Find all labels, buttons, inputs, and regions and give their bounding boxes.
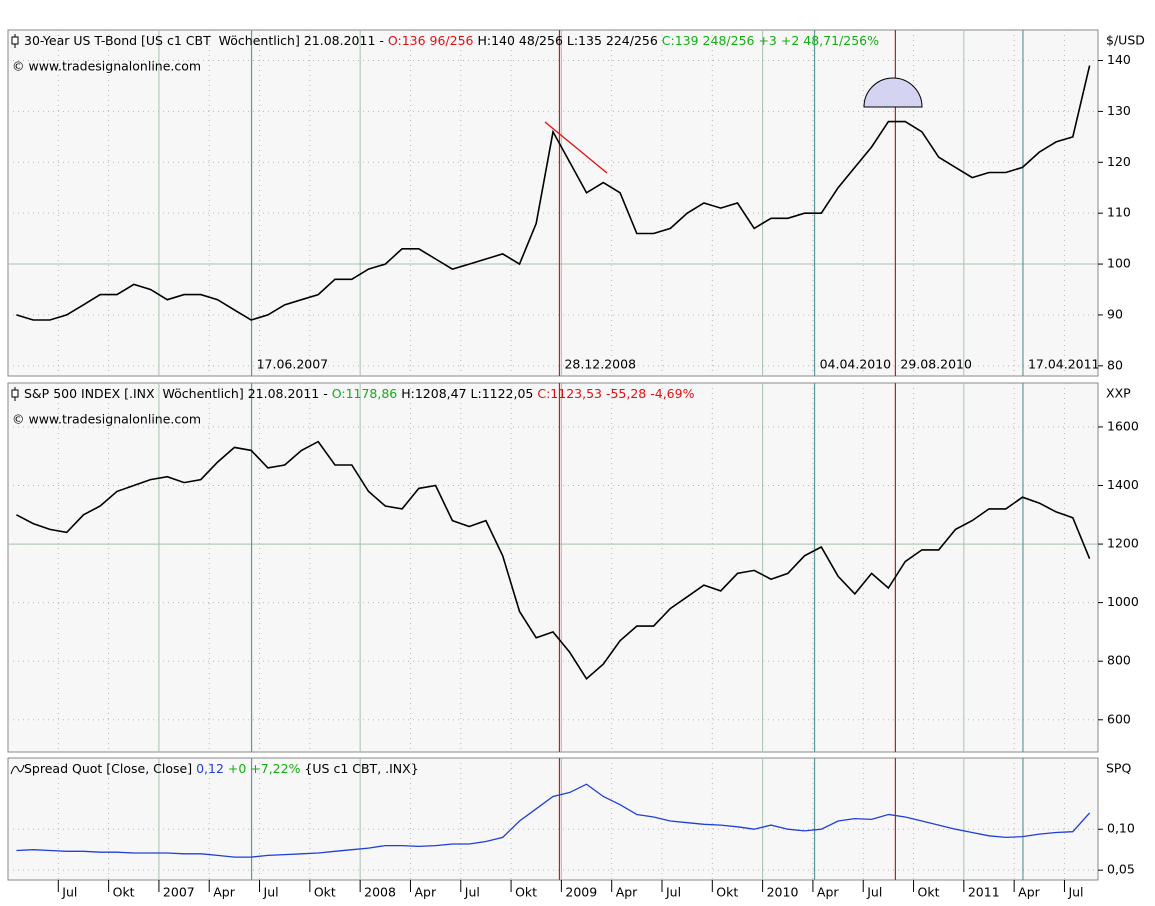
x-tick-label: 2007 (163, 885, 195, 900)
x-tick-label: Jul (1067, 885, 1083, 900)
y-tick-label: 1000 (1107, 594, 1139, 609)
unit-label: SPQ (1106, 761, 1131, 776)
panel (7, 29, 1099, 377)
marker-label: 28.12.2008 (564, 357, 636, 372)
header-part: Spread Quot [Close, Close] (24, 761, 196, 776)
x-tick-label: Jul (866, 885, 882, 900)
x-tick-label: Jul (464, 885, 480, 900)
marks (16, 65, 1091, 858)
x-tick-label: 2010 (767, 885, 799, 900)
y-tick-label: 130 (1107, 103, 1131, 118)
y-tick-label: 1600 (1107, 418, 1139, 433)
marker-label: 04.04.2010 (820, 357, 892, 372)
header-part: {US c1 CBT, .INX} (300, 761, 418, 776)
unit-label: $/USD (1106, 33, 1145, 48)
source: © www.tradesignalonline.com (12, 412, 201, 427)
header-part: H:140 48/256 L:135 224/256 (474, 33, 662, 48)
x-tick-label: Okt (716, 885, 738, 900)
marker-label: 29.08.2010 (900, 357, 972, 372)
y-tick-label: 140 (1107, 52, 1131, 67)
x-tick-label: Jul (263, 885, 279, 900)
header-part: 0,12 (196, 761, 224, 776)
x-tick-label: Okt (314, 885, 336, 900)
trend-line (544, 121, 608, 174)
icon (11, 36, 19, 45)
x-tick-label: Jul (665, 885, 681, 900)
y-tick-label: 90 (1107, 306, 1123, 321)
arc-highlight (863, 77, 923, 108)
x-tick-label: Apr (213, 885, 235, 900)
series-line (16, 65, 1091, 321)
y-tick-label: 120 (1107, 154, 1131, 169)
series-line (16, 783, 1091, 858)
y-tick-label: 110 (1107, 205, 1131, 220)
y-tick-label: 800 (1107, 653, 1131, 668)
x-tick-label: 2008 (364, 885, 396, 900)
panel (7, 382, 1099, 753)
texts: 80 90 100 110 120 130 140 30-Year US T-Bond [US… (10, 33, 1145, 900)
panel-header: 30-Year US T-Bond [US c1 CBT Wöchentlich… (24, 33, 879, 48)
panel (7, 757, 1099, 881)
y-tick-label: 100 (1107, 256, 1131, 271)
grids (8, 30, 1103, 880)
x-tick-label: Jul (61, 885, 77, 900)
panels (7, 29, 1099, 881)
header-part: S&P 500 INDEX [.INX Wöchentlich] 21.08.2… (24, 386, 332, 401)
x-tick-label: Apr (817, 885, 839, 900)
panel-header: S&P 500 INDEX [.INX Wöchentlich] 21.08.2… (24, 386, 695, 401)
x-tick-label: Apr (616, 885, 638, 900)
icon (10, 764, 25, 775)
y-tick-label: 600 (1107, 711, 1131, 726)
icon (11, 389, 19, 398)
y-tick-label: 0,10 (1107, 821, 1135, 836)
panel-header: Spread Quot [Close, Close] 0,12 +0 +7,22… (24, 761, 419, 776)
y-tick-label: 1400 (1107, 477, 1139, 492)
x-tick-label: Okt (515, 885, 537, 900)
header-part: O:1178,86 (332, 386, 398, 401)
header-part: H:1208,47 L:1122,05 (397, 386, 537, 401)
header-part: +0 +7,22% (224, 761, 301, 776)
y-tick-label: 80 (1107, 357, 1123, 372)
source: © www.tradesignalonline.com (12, 59, 201, 74)
x-tick-label: Okt (918, 885, 940, 900)
x-tick-label: Apr (1018, 885, 1040, 900)
x-tick-label: Apr (414, 885, 436, 900)
header-part: O:136 96/256 (388, 33, 474, 48)
series-line (16, 440, 1091, 681)
marker-label: 17.04.2011 (1028, 357, 1100, 372)
header-part: C:1123,53 -55,28 -4,69% (537, 386, 694, 401)
y-tick-label: 0,05 (1107, 862, 1135, 877)
x-tick-label: 2009 (565, 885, 597, 900)
y-tick-label: 1200 (1107, 536, 1139, 551)
marker-label: 17.06.2007 (257, 357, 329, 372)
header-part: 30-Year US T-Bond [US c1 CBT Wöchentlich… (24, 33, 388, 48)
x-tick-label: 2011 (968, 885, 1000, 900)
x-tick-label: Okt (113, 885, 135, 900)
unit-label: XXP (1106, 386, 1131, 401)
header-part: C:139 248/256 +3 +2 48,71/256% (662, 33, 879, 48)
